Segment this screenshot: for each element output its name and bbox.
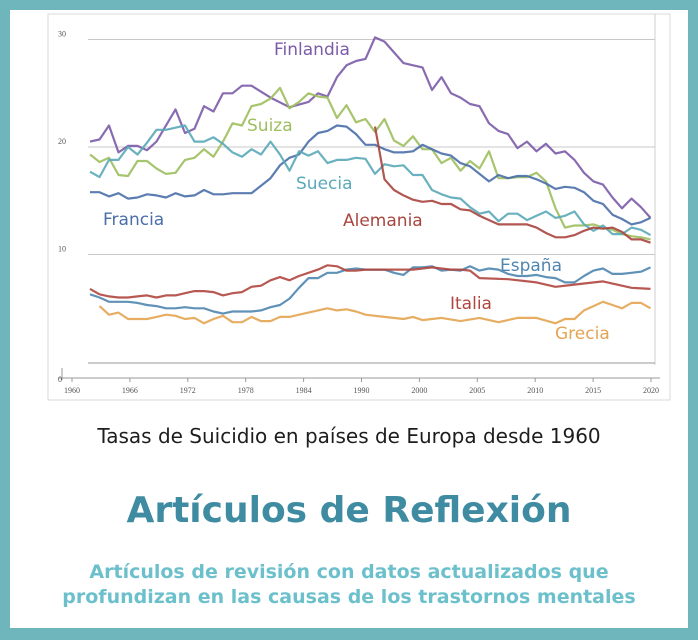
x-tick-label: 2005 (469, 386, 485, 395)
section-headline: Artículos de Reflexión (126, 490, 572, 531)
series-line-finlandia (89, 36, 652, 219)
y-tick-label: 0 (58, 375, 62, 384)
series-line-suiza (89, 86, 651, 241)
x-tick-label: 2010 (527, 386, 543, 395)
series-label-suecia: Suecia (296, 174, 353, 194)
subtitle-line: profundizan en las causas de los trastor… (62, 586, 636, 608)
subtitle-line: Artículos de revisión con datos actualiz… (89, 561, 609, 583)
series-label-suiza: Suiza (247, 116, 293, 136)
x-tick-label: 1984 (296, 386, 312, 395)
series-label-finlandia: Finlandia (274, 40, 350, 60)
series-line-grecia (98, 300, 652, 325)
series-line-alemania (373, 126, 651, 244)
series-label-francia: Francia (103, 210, 164, 230)
series-line-italia (89, 264, 651, 299)
x-tick-label: 1966 (122, 386, 138, 395)
x-tick-label: 2000 (411, 386, 427, 395)
chart-frame (47, 13, 671, 401)
y-tick-label: 30 (58, 30, 66, 39)
series-label-grecia: Grecia (555, 324, 610, 344)
chart-caption: Tasas de Suicidio en países de Europa de… (97, 424, 601, 448)
section-subtitle: Artículos de revisión con datos actualiz… (0, 560, 698, 610)
series-line-francia (90, 124, 651, 226)
x-tick-label: 1972 (180, 386, 196, 395)
x-tick-label: 1990 (354, 386, 370, 395)
y-tick-label: 20 (58, 137, 66, 146)
x-tick-label: 1960 (64, 386, 80, 395)
series-label-alemania: Alemania (343, 211, 423, 231)
series-label-italia: Italia (450, 294, 492, 314)
series-line-suecia (89, 124, 652, 237)
x-tick-label: 2020 (643, 386, 659, 395)
y-tick-label: 10 (58, 245, 66, 254)
series-label-espana: España (500, 256, 562, 276)
series-line-espana (89, 265, 651, 315)
x-tick-label: 2015 (585, 386, 601, 395)
suicide-rates-chart: 0 10 20 30 1960 1966 1972 1978 1984 1990 2000 2005… (47, 13, 671, 401)
x-tick-label: 1978 (238, 386, 254, 395)
